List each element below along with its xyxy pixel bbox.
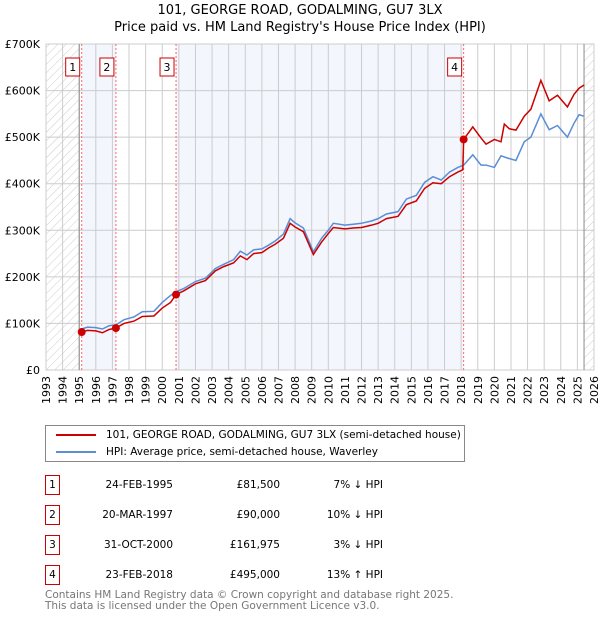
- y-tick-label: £300K: [5, 224, 41, 237]
- x-tick-label: 2015: [405, 376, 418, 404]
- chart-title: 101, GEORGE ROAD, GODALMING, GU7 3LX: [157, 3, 443, 18]
- sale-label-box: [159, 57, 175, 77]
- sale-hpi-diff: 7% ↓ HPI: [333, 479, 383, 491]
- x-tick-label: 2007: [272, 376, 285, 404]
- shaded-band: [81, 44, 116, 370]
- legend-item-property: 101, GEORGE ROAD, GODALMING, GU7 3LX (se…: [56, 427, 461, 443]
- sale-hpi-diff: 10% ↓ HPI: [326, 509, 383, 521]
- legend-item-hpi: HPI: Average price, semi-detached house,…: [56, 444, 378, 460]
- legend-label: HPI: Average price, semi-detached house,…: [106, 446, 378, 458]
- hatched-region: [584, 44, 594, 370]
- sale-price: £81,500: [236, 479, 280, 491]
- x-tick-label: 2001: [173, 376, 186, 404]
- sale-point: [172, 290, 181, 299]
- x-tick-label: 1999: [140, 376, 153, 404]
- sale-hpi-diff: 3% ↓ HPI: [333, 539, 383, 551]
- sale-label: 2: [103, 61, 110, 74]
- x-tick-label: 2009: [306, 376, 319, 404]
- sale-price: £161,975: [229, 539, 280, 551]
- x-tick-label: 2018: [455, 376, 468, 404]
- x-tick-label: 2013: [372, 376, 385, 404]
- sale-row: 4 23-FEB-2018 £495,000 13% ↑ HPI: [45, 565, 465, 585]
- x-tick-label: 2004: [223, 376, 236, 404]
- sale-label: 3: [164, 61, 171, 74]
- x-tick-label: 2017: [439, 376, 452, 404]
- sale-number: 2: [45, 505, 60, 525]
- x-tick-label: 2023: [538, 376, 551, 404]
- sale-label-box: [99, 57, 115, 77]
- x-tick-label: 2003: [206, 376, 219, 404]
- sale-label-box: [65, 57, 81, 77]
- legend-label: 101, GEORGE ROAD, GODALMING, GU7 3LX (se…: [106, 429, 461, 441]
- x-tick-label: 2008: [289, 376, 302, 404]
- x-tick-label: 2011: [339, 376, 352, 404]
- x-tick-label: 1997: [106, 376, 119, 404]
- sale-date: 23-FEB-2018: [105, 569, 173, 581]
- sale-label-box: [447, 57, 463, 77]
- y-tick-label: £500K: [5, 131, 41, 144]
- attribution: Contains HM Land Registry data © Crown c…: [45, 590, 453, 612]
- x-tick-label: 2010: [322, 376, 335, 404]
- x-tick-label: 2006: [256, 376, 269, 404]
- sale-date: 24-FEB-1995: [105, 479, 173, 491]
- x-tick-label: 2026: [588, 376, 600, 404]
- sale-label: 1: [69, 61, 76, 74]
- x-tick-label: 1998: [123, 376, 136, 404]
- x-tick-label: 2019: [472, 376, 485, 404]
- x-tick-label: 2020: [488, 376, 501, 404]
- sale-row: 1 24-FEB-1995 £81,500 7% ↓ HPI: [45, 475, 465, 495]
- sale-date: 20-MAR-1997: [102, 509, 173, 521]
- x-tick-label: 2002: [189, 376, 202, 404]
- sale-point: [111, 324, 120, 333]
- x-tick-label: 2025: [571, 376, 584, 404]
- sale-row: 2 20-MAR-1997 £90,000 10% ↓ HPI: [45, 505, 465, 525]
- attribution-line: Contains HM Land Registry data © Crown c…: [45, 589, 454, 601]
- sale-number: 4: [45, 565, 60, 585]
- x-tick-label: 1996: [90, 376, 103, 404]
- sale-point: [459, 135, 468, 144]
- x-tick-label: 2012: [356, 376, 369, 404]
- sale-row: 3 31-OCT-2000 £161,975 3% ↓ HPI: [45, 535, 465, 555]
- x-tick-label: 1994: [57, 376, 70, 404]
- x-tick-label: 2016: [422, 376, 435, 404]
- legend-swatch-red: [56, 434, 96, 436]
- x-tick-label: 1993: [40, 376, 53, 404]
- x-tick-label: 2005: [239, 376, 252, 404]
- legend: 101, GEORGE ROAD, GODALMING, GU7 3LX (se…: [45, 425, 465, 462]
- sale-number: 3: [45, 535, 60, 555]
- sale-point: [77, 328, 86, 337]
- hpi-line: [81, 112, 585, 330]
- y-tick-label: £600K: [5, 85, 41, 98]
- price-chart: 1993 1994 1995 1996 1997 1998 1999 2000 2001 2002…: [5, 38, 600, 404]
- plot-border: [45, 43, 595, 371]
- sale-number: 1: [45, 475, 60, 495]
- chart-subtitle: Price paid vs. HM Land Registry's House …: [114, 20, 486, 35]
- sale-label: 4: [451, 61, 458, 74]
- x-tick-label: 1995: [73, 376, 86, 404]
- x-tick-label: 2022: [522, 376, 535, 404]
- sale-price: £495,000: [229, 569, 280, 581]
- x-tick-label: 2021: [505, 376, 518, 404]
- x-tick-label: 2014: [389, 376, 402, 404]
- y-tick-label: £200K: [5, 271, 41, 284]
- price-paid-line: [81, 78, 585, 334]
- x-tick-label: 2000: [156, 376, 169, 404]
- attribution-line: This data is licensed under the Open Gov…: [45, 600, 380, 612]
- sale-date: 31-OCT-2000: [104, 539, 173, 551]
- y-tick-label: £400K: [5, 178, 41, 191]
- x-tick-label: 2024: [555, 376, 568, 404]
- sale-hpi-diff: 13% ↑ HPI: [326, 569, 383, 581]
- y-tick-label: £100K: [5, 317, 41, 330]
- y-tick-label: £700K: [5, 38, 41, 51]
- legend-swatch-blue: [56, 451, 96, 453]
- sale-price: £90,000: [236, 509, 280, 521]
- y-tick-label: £0: [26, 364, 40, 377]
- shaded-band: [176, 44, 464, 370]
